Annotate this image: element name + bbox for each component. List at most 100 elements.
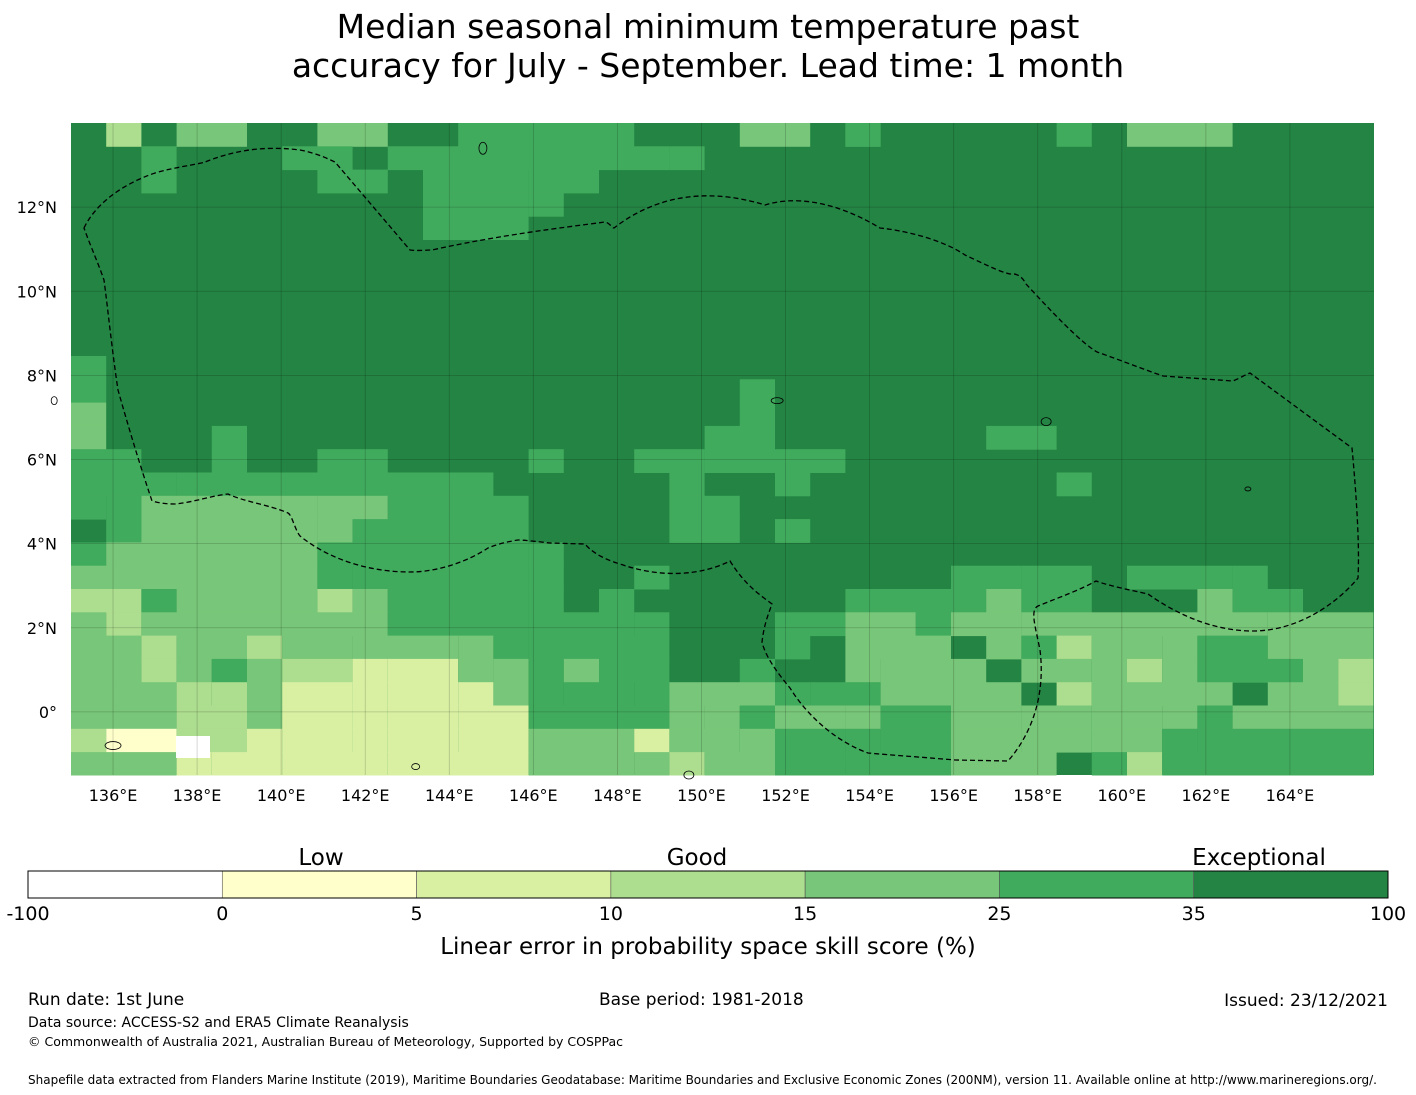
colorbar-category-exceptional: Exceptional [1192, 845, 1326, 871]
grid-cell [845, 728, 881, 753]
colorbar-category-low: Low [298, 845, 343, 871]
x-tick-label: 142°E [341, 786, 390, 805]
x-tick-label: 138°E [173, 786, 222, 805]
grid-cell [176, 472, 494, 497]
grid-cell [775, 612, 846, 637]
grid-cell [176, 589, 318, 613]
grid-cell [1127, 123, 1233, 147]
grid-cell [1021, 589, 1092, 613]
grid-cell [951, 705, 1022, 730]
grid-cell [458, 635, 494, 660]
grid-cell [176, 635, 247, 660]
grid-cell [845, 658, 881, 683]
grid-cell [669, 728, 740, 753]
y-tick-label: 6°N [27, 451, 57, 470]
x-tick-label: 136°E [89, 786, 138, 805]
grid-cell [141, 146, 177, 171]
grid-cell [176, 682, 212, 706]
grid-cell [599, 146, 670, 171]
grid-cell [775, 519, 811, 543]
colorbar-tick-label: 10 [599, 903, 623, 925]
grid-cell [282, 728, 353, 753]
grid-cell [634, 728, 670, 753]
grid-cell [106, 728, 177, 753]
grid-cell [317, 123, 388, 147]
chart-title-line-1: Median seasonal minimum temperature past [336, 7, 1080, 46]
grid-cell [880, 705, 951, 730]
grid-cell [634, 682, 670, 706]
island-outline [1244, 486, 1252, 492]
grid-cell [176, 705, 247, 730]
colorbar-swatch [221, 870, 417, 899]
colorbar-tick-label: 25 [987, 903, 1011, 925]
grid-cell [775, 728, 846, 753]
grid-cell [739, 123, 811, 147]
grid-cell [1021, 658, 1092, 683]
island-outline [50, 396, 58, 406]
island-outline [683, 770, 695, 780]
grid-cell [1162, 705, 1198, 730]
grid-cell [1021, 635, 1057, 660]
colorbar-swatch [610, 870, 806, 899]
grid-cell [106, 542, 318, 567]
y-tick-label: 0° [39, 703, 57, 722]
grid-cell [599, 658, 670, 683]
colorbar-category-labels: Low Good Exceptional [298, 845, 1325, 871]
grid-cell [528, 682, 564, 706]
grid-cell [669, 146, 705, 171]
grid-cell [458, 705, 529, 730]
x-tick-label: 152°E [761, 786, 810, 805]
grid-cell [71, 635, 142, 660]
grid-cell [528, 728, 599, 753]
grid-cell [247, 728, 283, 753]
colorbar-swatch [999, 870, 1195, 899]
data-source: Data source: ACCESS-S2 and ERA5 Climate … [28, 1015, 409, 1031]
colorbar-swatches [27, 870, 1389, 899]
grid-cell [458, 146, 494, 171]
grid-cell [1303, 658, 1339, 683]
grid-cell [1303, 728, 1374, 753]
grid-cell [599, 589, 635, 613]
colorbar-category-good: Good [667, 845, 728, 871]
grid-cell [951, 612, 1022, 637]
base-period: Base period: 1981-2018 [599, 990, 804, 1010]
grid-cell [1197, 705, 1233, 730]
grid-cell [739, 705, 775, 730]
grid-cell [1021, 728, 1092, 753]
grid-cell [704, 425, 775, 450]
grid-cell [1127, 612, 1268, 637]
grid-cell [458, 728, 529, 753]
grid-cell [845, 589, 951, 613]
grid-cell [880, 682, 1022, 706]
y-tick-label: 4°N [27, 535, 57, 554]
grid-cell [1091, 752, 1127, 776]
grid-cell [1127, 565, 1233, 590]
grid-cell [528, 449, 564, 473]
grid-cell [704, 705, 740, 730]
grid-cell [599, 705, 670, 730]
grid-cell [1021, 705, 1092, 730]
grid-cell [528, 192, 564, 217]
grid-cell [71, 356, 107, 380]
grid-cell [387, 589, 529, 613]
grid-cell [1056, 472, 1092, 497]
grid-cell [211, 425, 247, 450]
grid-cell [1056, 635, 1092, 660]
colorbar-swatch [27, 870, 223, 899]
grid-cell [71, 449, 142, 473]
grid-cell [634, 449, 705, 473]
grid-cell [176, 123, 247, 147]
skill-score-grid [71, 123, 1374, 776]
grid-cell [1127, 752, 1163, 776]
grid-cell [282, 682, 353, 706]
grid-cell [247, 682, 283, 706]
grid-cell [1197, 658, 1303, 683]
grid-cell [423, 216, 529, 240]
chart-title-line-2: accuracy for July - September. Lead time… [291, 46, 1125, 85]
colorbar-swatch [416, 870, 612, 899]
x-axis-ticks: 136°E 138°E 140°E 142°E 144°E 146°E 148°E 150°E… [89, 786, 1315, 805]
grid-cell [739, 379, 775, 404]
y-tick-label: 2°N [27, 619, 57, 638]
grid-cell [915, 612, 951, 637]
grid-cell [387, 705, 459, 730]
